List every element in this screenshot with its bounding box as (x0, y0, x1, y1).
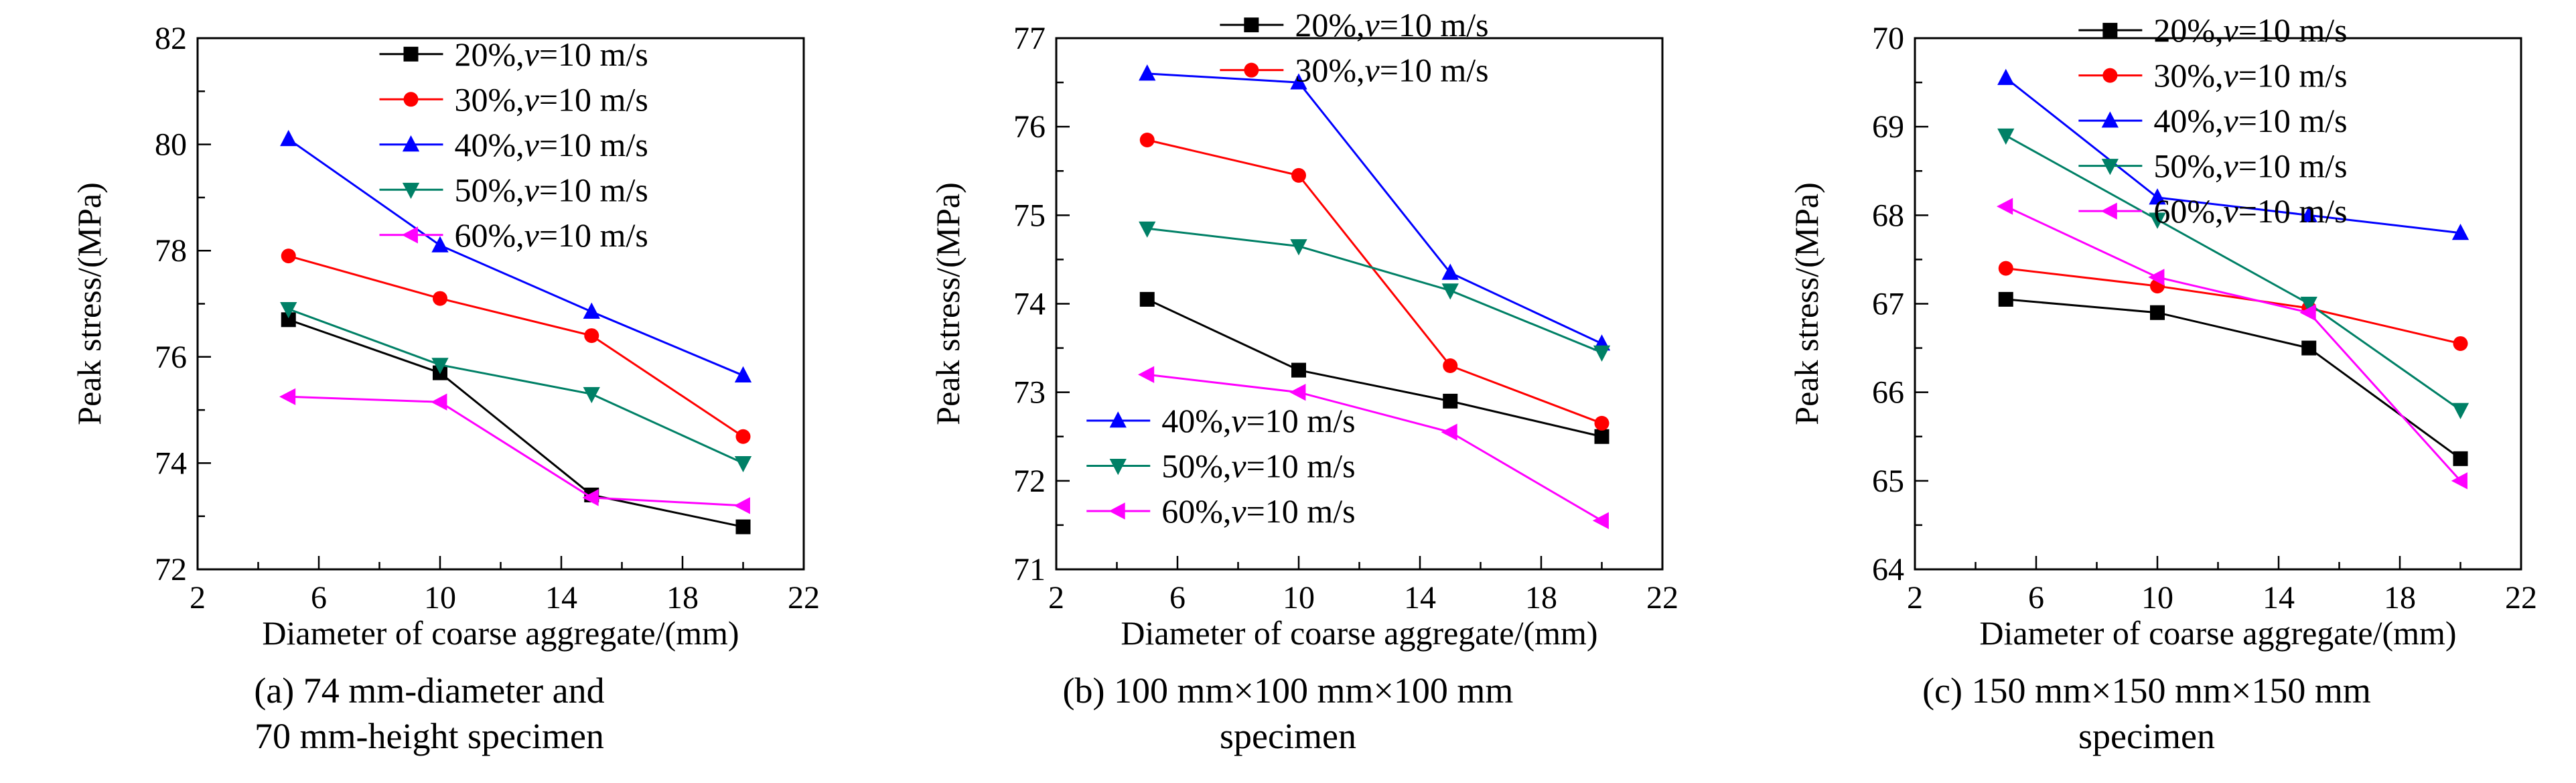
svg-text:65: 65 (1872, 464, 1904, 499)
svg-text:50%,v=10 m/s: 50%,v=10 m/s (455, 171, 648, 208)
svg-text:64: 64 (1872, 552, 1904, 587)
svg-text:10: 10 (2141, 580, 2173, 616)
svg-text:60%,v=10 m/s: 60%,v=10 m/s (2153, 192, 2347, 230)
caption-c: (c) 150 mm×150 mm×150 mm specimen (1922, 668, 2371, 759)
svg-text:22: 22 (1646, 580, 1678, 616)
caption-line: (b) 100 mm×100 mm×100 mm (1062, 670, 1514, 711)
svg-text:50%,v=10 m/s: 50%,v=10 m/s (1161, 447, 1355, 484)
svg-text:40%,v=10 m/s: 40%,v=10 m/s (455, 126, 648, 163)
line-chart-c: 2 6 10 14 18 22 64 65 66 67 68 69 70 Diameter of coar… (1788, 11, 2537, 652)
svg-text:78: 78 (155, 233, 187, 269)
svg-text:20%,v=10 m/s: 20%,v=10 m/s (455, 35, 648, 73)
caption-line: 70 mm-height specimen (255, 715, 604, 756)
svg-text:Peak stress/(MPa): Peak stress/(MPa) (1788, 182, 1825, 425)
line-chart-a: 2 6 10 14 18 22 72 74 76 78 80 82 Diameter of coarse… (70, 21, 820, 652)
svg-text:69: 69 (1872, 109, 1904, 145)
svg-text:73: 73 (1013, 375, 1046, 411)
svg-text:22: 22 (2505, 580, 2537, 616)
svg-text:75: 75 (1013, 198, 1046, 233)
svg-text:10: 10 (1283, 580, 1315, 616)
svg-text:18: 18 (666, 580, 699, 616)
svg-text:Peak stress/(MPa): Peak stress/(MPa) (70, 182, 108, 425)
svg-text:14: 14 (1404, 580, 1436, 616)
caption-b: (b) 100 mm×100 mm×100 mm specimen (1063, 668, 1514, 759)
svg-text:30%,v=10 m/s: 30%,v=10 m/s (1295, 52, 1488, 89)
svg-text:60%,v=10 m/s: 60%,v=10 m/s (455, 216, 648, 254)
svg-text:40%,v=10 m/s: 40%,v=10 m/s (1161, 402, 1355, 439)
svg-text:30%,v=10 m/s: 30%,v=10 m/s (2153, 57, 2347, 94)
caption-line: (a) 74 mm-diameter and (254, 670, 605, 711)
svg-text:72: 72 (155, 552, 187, 587)
svg-text:76: 76 (1013, 109, 1046, 145)
svg-text:2: 2 (1048, 580, 1064, 616)
svg-text:18: 18 (1525, 580, 1557, 616)
chart-panel-c: 2 6 10 14 18 22 64 65 66 67 68 69 70 Diameter of coar… (1717, 0, 2576, 783)
svg-text:72: 72 (1013, 464, 1046, 499)
svg-text:6: 6 (2028, 580, 2044, 616)
svg-text:30%,v=10 m/s: 30%,v=10 m/s (455, 80, 648, 118)
svg-text:20%,v=10 m/s: 20%,v=10 m/s (1295, 6, 1488, 44)
svg-text:10: 10 (424, 580, 456, 616)
svg-text:66: 66 (1872, 375, 1904, 411)
svg-text:14: 14 (2263, 580, 2295, 616)
svg-text:60%,v=10 m/s: 60%,v=10 m/s (1161, 492, 1355, 530)
svg-text:6: 6 (311, 580, 327, 616)
svg-text:50%,v=10 m/s: 50%,v=10 m/s (2153, 147, 2347, 185)
svg-text:2: 2 (190, 580, 206, 616)
caption-line: (c) 150 mm×150 mm×150 mm (1922, 670, 2371, 711)
chart-panel-a: 2 6 10 14 18 22 72 74 76 78 80 82 Diameter of coarse… (0, 0, 859, 783)
svg-text:68: 68 (1872, 198, 1904, 233)
line-chart-b: 2 6 10 14 18 22 71 72 73 74 75 76 77 Diameter of coar… (929, 6, 1678, 652)
svg-text:6: 6 (1169, 580, 1186, 616)
svg-text:67: 67 (1872, 287, 1904, 322)
svg-text:Peak stress/(MPa): Peak stress/(MPa) (929, 182, 967, 425)
svg-text:82: 82 (155, 21, 187, 56)
svg-text:77: 77 (1013, 21, 1046, 56)
svg-text:Diameter of coarse aggregate/(: Diameter of coarse aggregate/(mm) (1979, 614, 2456, 652)
svg-text:80: 80 (155, 127, 187, 163)
svg-text:40%,v=10 m/s: 40%,v=10 m/s (2153, 102, 2347, 139)
caption-a: (a) 74 mm-diameter and 70 mm-height spec… (254, 668, 604, 759)
svg-text:14: 14 (545, 580, 577, 616)
svg-text:20%,v=10 m/s: 20%,v=10 m/s (2153, 11, 2347, 49)
svg-text:18: 18 (2384, 580, 2416, 616)
svg-text:70: 70 (1872, 21, 1904, 56)
svg-text:76: 76 (155, 340, 187, 375)
svg-text:2: 2 (1907, 580, 1923, 616)
svg-text:74: 74 (1013, 287, 1046, 322)
caption-line: specimen (1220, 715, 1356, 756)
caption-line: specimen (2078, 715, 2215, 756)
svg-text:71: 71 (1013, 552, 1046, 587)
svg-text:Diameter of coarse aggregate/(: Diameter of coarse aggregate/(mm) (1121, 614, 1597, 652)
chart-panel-b: 2 6 10 14 18 22 71 72 73 74 75 76 77 Diameter of coar… (859, 0, 1717, 783)
svg-text:Diameter of coarse aggregate/(: Diameter of coarse aggregate/(mm) (262, 614, 739, 652)
svg-text:74: 74 (155, 445, 187, 481)
svg-text:22: 22 (788, 580, 820, 616)
